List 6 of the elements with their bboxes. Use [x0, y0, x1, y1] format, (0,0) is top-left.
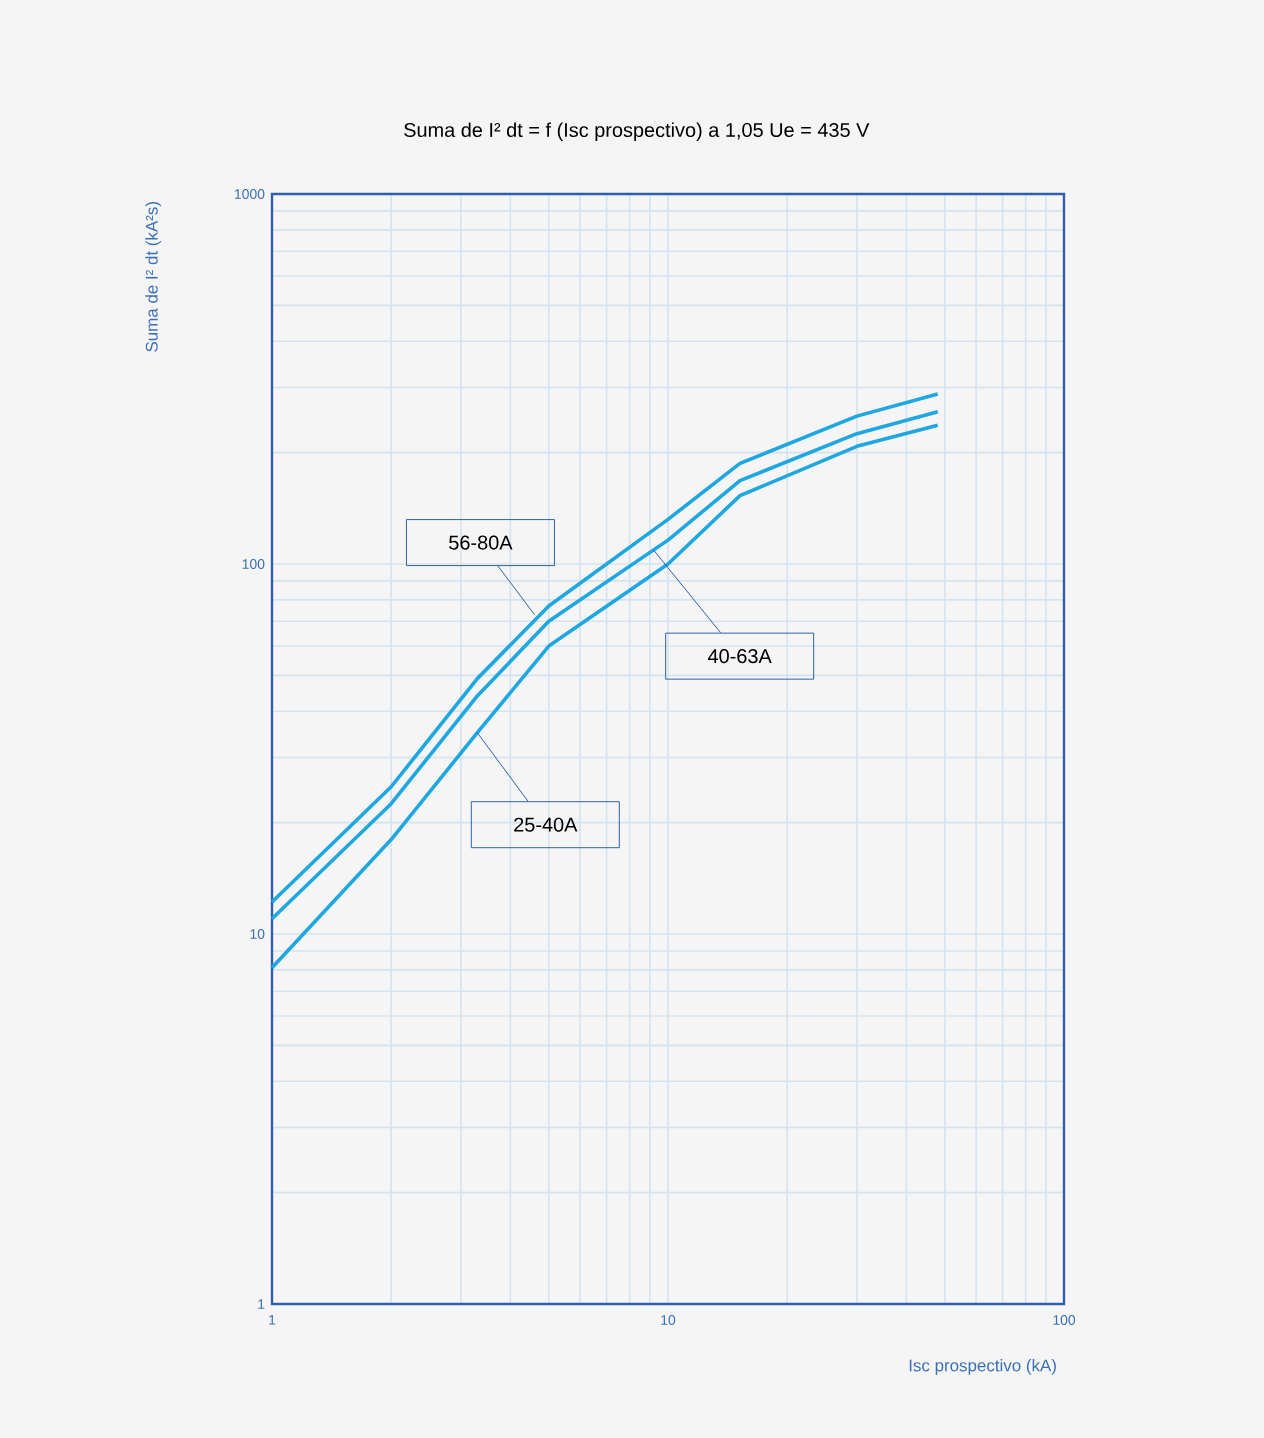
chart-title: Suma de I² dt = f (Isc prospectivo) a 1,05 Ue = 435 V: [404, 122, 870, 141]
annotation: 40-63A: [708, 649, 772, 664]
x-axis-title: Isc prospectivo (kA): [909, 1359, 1056, 1375]
annotation: 56-80A: [449, 535, 513, 550]
y-axis-title: Suma de I² dt (kA²s): [145, 202, 162, 352]
annotation: 25-40A: [514, 817, 578, 832]
